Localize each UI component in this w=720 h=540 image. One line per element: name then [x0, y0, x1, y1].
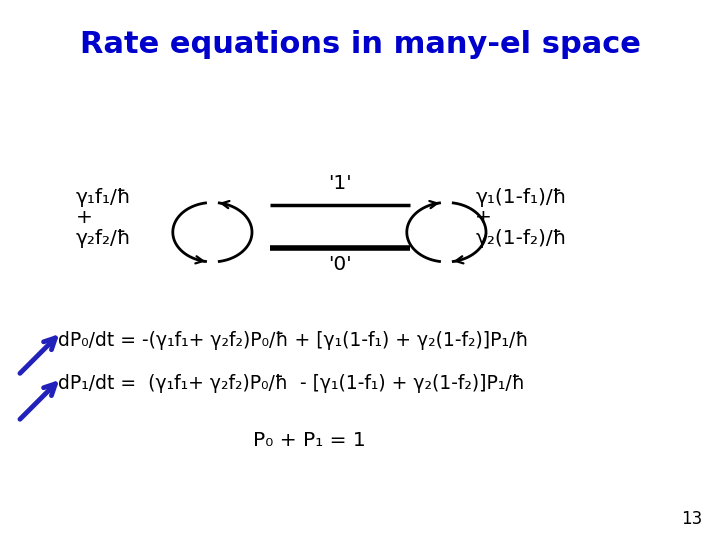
Text: +: + [475, 207, 492, 227]
Text: +: + [76, 207, 92, 227]
Text: γ₁(1-f₁)/ħ: γ₁(1-f₁)/ħ [475, 187, 567, 207]
Text: γ₂(1-f₂)/ħ: γ₂(1-f₂)/ħ [475, 229, 567, 248]
Text: dP₀/dt = -(γ₁f₁+ γ₂f₂)P₀/ħ + [γ₁(1-f₁) + γ₂(1-f₂)]P₁/ħ: dP₀/dt = -(γ₁f₁+ γ₂f₂)P₀/ħ + [γ₁(1-f₁) +… [58, 330, 528, 350]
Text: '0': '0' [328, 255, 351, 274]
Text: dP₁/dt =  (γ₁f₁+ γ₂f₂)P₀/ħ  - [γ₁(1-f₁) + γ₂(1-f₂)]P₁/ħ: dP₁/dt = (γ₁f₁+ γ₂f₂)P₀/ħ - [γ₁(1-f₁) + … [58, 374, 524, 393]
Text: 13: 13 [680, 510, 702, 528]
Text: γ₂f₂/ħ: γ₂f₂/ħ [76, 229, 131, 248]
Text: Rate equations in many-el space: Rate equations in many-el space [80, 30, 640, 59]
Text: '1': '1' [328, 174, 351, 193]
Text: γ₁f₁/ħ: γ₁f₁/ħ [76, 187, 131, 207]
Text: P₀ + P₁ = 1: P₀ + P₁ = 1 [253, 430, 366, 450]
